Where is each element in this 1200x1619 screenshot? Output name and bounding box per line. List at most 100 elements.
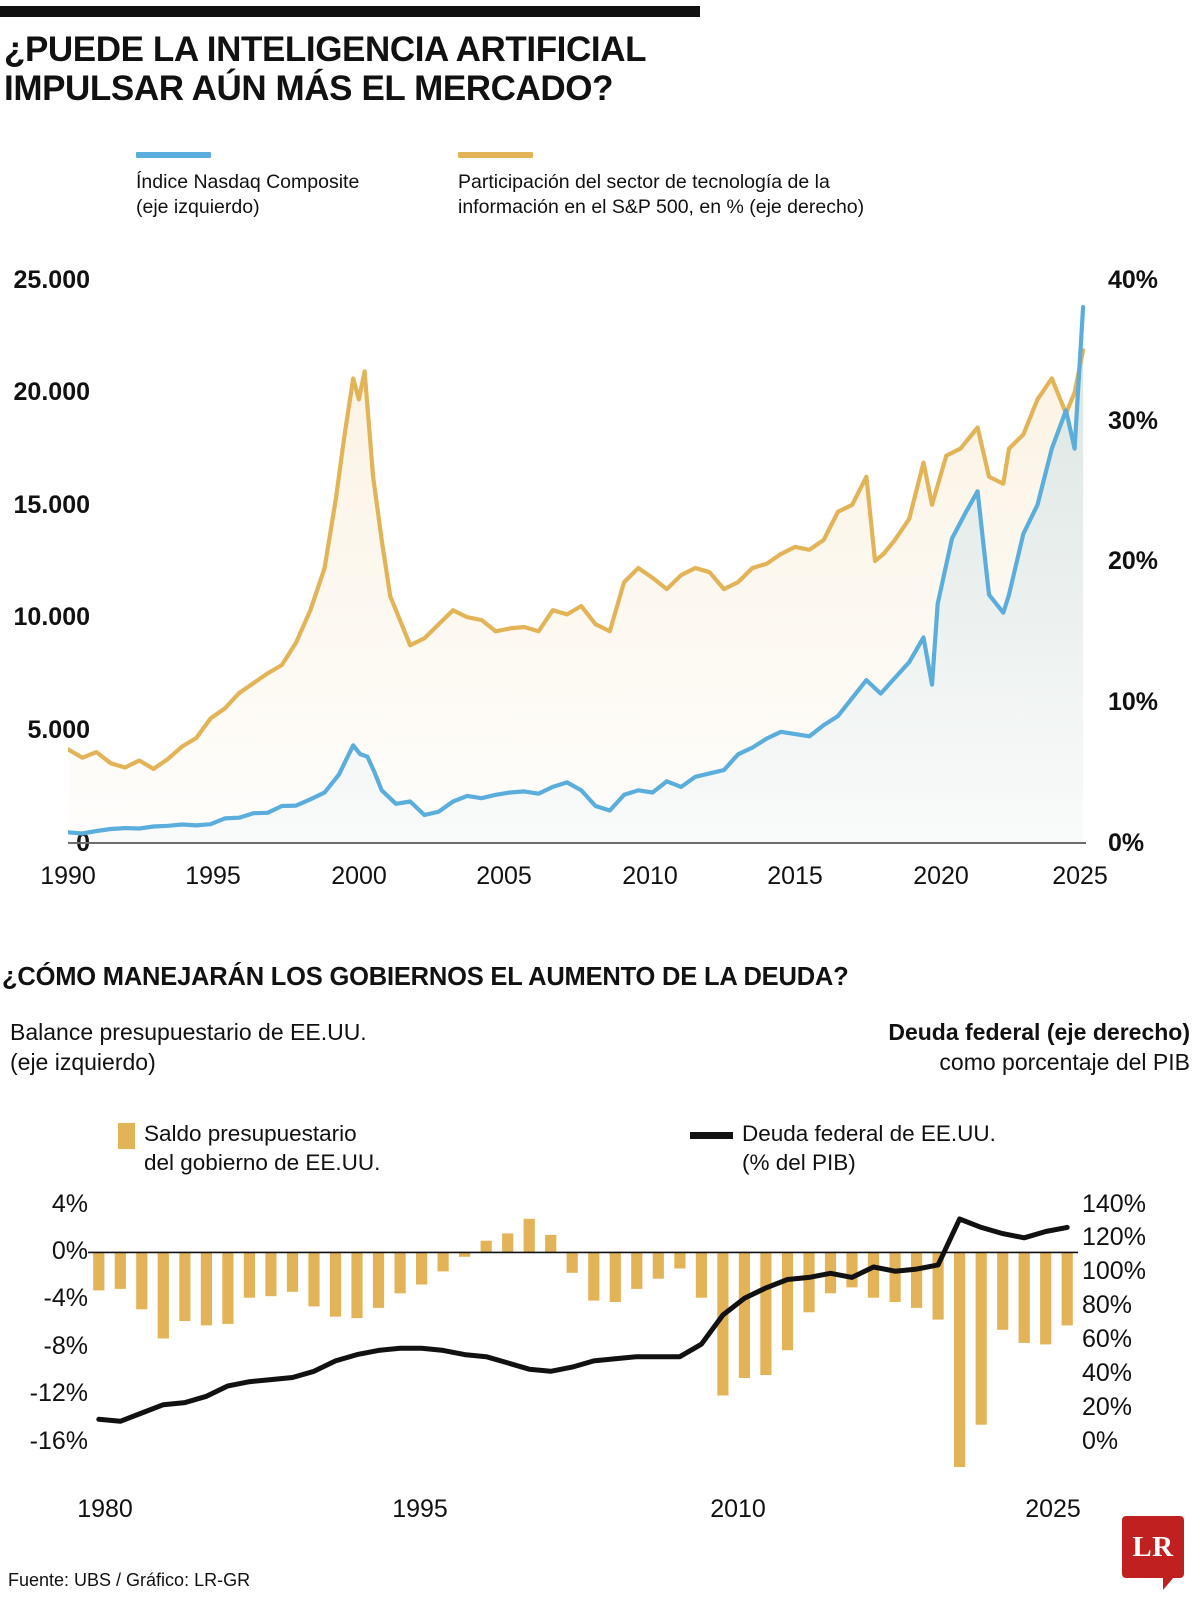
chart2-bar xyxy=(738,1252,750,1378)
chart2-bar xyxy=(889,1252,901,1302)
chart2-ytick-right-120: 120% xyxy=(1082,1223,1146,1251)
lr-logo-tail xyxy=(1163,1577,1174,1590)
chart2-bar xyxy=(975,1252,987,1425)
legend-label-deuda-line1: Deuda federal de EE.UU. xyxy=(742,1121,996,1146)
legend-label-nasdaq-line2: (eje izquierdo) xyxy=(136,195,260,218)
lr-logo-body xyxy=(1122,1516,1184,1578)
legend-item-deuda: Deuda federal de EE.UU. (% del PIB) xyxy=(690,1120,996,1178)
chart2-left-axis-title: Balance presupuestario de EE.UU. (eje iz… xyxy=(10,1018,367,1078)
chart1-xtick-2005: 2005 xyxy=(476,862,532,890)
chart-budget-vs-debt: 4% 0% -4% -8% -12% -16% 140% 120% 100% 8… xyxy=(0,1186,1200,1506)
legend-swatch-deuda-icon xyxy=(690,1132,733,1139)
legend-swatch-saldo-icon xyxy=(118,1123,135,1149)
chart2-right-axis-title-line1: Deuda federal (eje derecho) xyxy=(888,1019,1190,1045)
chart2-ytick-left-n12: -12% xyxy=(29,1379,88,1407)
legend-label-nasdaq: Índice Nasdaq Composite (eje izquierdo) xyxy=(136,170,446,220)
legend-label-saldo-line1: Saldo presupuestario xyxy=(144,1121,357,1146)
chart2-bar xyxy=(459,1252,471,1257)
chart2-plot-area xyxy=(88,1194,1078,1486)
chart2-right-axis-title-line2: como porcentaje del PIB xyxy=(939,1048,1190,1075)
chart1-ytick-right-30: 30% xyxy=(1108,407,1159,435)
chart1-ytick-left-10000: 10.000 xyxy=(13,603,90,631)
chart2-bar xyxy=(372,1252,385,1308)
chart1-x-axis-labels: 1990 1995 2000 2005 2010 2015 2020 2025 xyxy=(0,862,1200,902)
top-rule-divider xyxy=(0,6,700,17)
chart2-ytick-right-60: 60% xyxy=(1082,1325,1133,1353)
chart1-ytick-left-5000: 5.000 xyxy=(27,716,90,744)
legend-label-deuda: Deuda federal de EE.UU. (% del PIB) xyxy=(742,1120,996,1178)
chart2-bar xyxy=(1040,1252,1052,1345)
chart2-bar xyxy=(674,1252,686,1269)
chart2-ytick-right-20: 20% xyxy=(1082,1393,1133,1421)
source-credit: Fuente: UBS / Gráfico: LR-GR xyxy=(8,1570,251,1590)
chart2-ytick-left-n8: -8% xyxy=(43,1332,88,1360)
chart1-ytick-right-0: 0% xyxy=(1108,829,1145,857)
chart2-xtick-1980: 1980 xyxy=(77,1495,133,1523)
chart2-ytick-left-0: 0% xyxy=(51,1237,88,1265)
chart2-bar xyxy=(566,1252,578,1273)
chart2-bar xyxy=(114,1252,126,1289)
chart2-bar xyxy=(394,1252,406,1294)
legend-item-saldo: Saldo presupuestario del gobierno de EE.… xyxy=(118,1120,380,1178)
legend-swatch-nasdaq-icon xyxy=(136,152,211,158)
chart1-xtick-2000: 2000 xyxy=(331,862,387,890)
legend-label-deuda-line2: (% del PIB) xyxy=(742,1149,856,1175)
chart2-bar xyxy=(609,1252,621,1302)
chart2-bar xyxy=(911,1252,923,1308)
lr-logo-text: LR xyxy=(1132,1530,1174,1563)
chart2-bar xyxy=(954,1252,966,1467)
chart2-bar xyxy=(286,1252,299,1292)
chart2-bar xyxy=(222,1252,234,1324)
chart1-plot-area xyxy=(68,280,1086,842)
chart2-bar xyxy=(781,1252,794,1351)
chart2-ytick-left-n16: -16% xyxy=(29,1427,88,1455)
chart2-bar xyxy=(243,1252,255,1298)
chart2-bar xyxy=(1018,1252,1030,1343)
chart2-left-axis-title-line2: (eje izquierdo) xyxy=(10,1048,156,1075)
chart1-ytick-left-15000: 15.000 xyxy=(13,491,90,519)
chart1-ytick-right-20: 20% xyxy=(1108,547,1159,575)
chart2-bar xyxy=(695,1252,707,1298)
chart1-xtick-2015: 2015 xyxy=(767,862,823,890)
chart2-x-axis-labels: 1980 1995 2010 2025 xyxy=(0,1495,1200,1535)
chart2-ytick-right-0: 0% xyxy=(1082,1427,1119,1455)
chart2-xtick-2010: 2010 xyxy=(710,1495,766,1523)
chart2-ytick-left-4: 4% xyxy=(51,1190,88,1218)
chart2-legend: Saldo presupuestario del gobierno de EE.… xyxy=(0,1120,1200,1190)
chart2-bar xyxy=(502,1233,514,1253)
chart2-ytick-right-80: 80% xyxy=(1082,1291,1133,1319)
chart2-bar xyxy=(588,1252,600,1301)
chart2-bar xyxy=(760,1252,772,1375)
chart2-debt-line xyxy=(96,1216,1070,1424)
chart2-bar xyxy=(523,1218,535,1253)
legend-item-nasdaq: Índice Nasdaq Composite (eje izquierdo) xyxy=(136,152,446,220)
chart2-bar xyxy=(1061,1252,1073,1326)
chart1-xtick-2025: 2025 xyxy=(1052,862,1108,890)
chart2-svg xyxy=(88,1216,1078,1467)
section-title-debt: ¿CÓMO MANEJARÁN LOS GOBIERNOS EL AUMENTO… xyxy=(2,963,849,991)
legend-label-tech-share-line2: información en el S&P 500, en % (eje der… xyxy=(458,195,865,218)
chart2-bar xyxy=(416,1252,428,1285)
chart2-ytick-left-n4: -4% xyxy=(43,1284,88,1312)
chart2-bar xyxy=(803,1252,815,1313)
chart2-bar xyxy=(480,1240,492,1253)
chart2-bar xyxy=(351,1252,363,1319)
chart2-xtick-1995: 1995 xyxy=(392,1495,448,1523)
chart2-ytick-right-140: 140% xyxy=(1082,1190,1146,1218)
legend-label-saldo-line2: del gobierno de EE.UU. xyxy=(144,1149,381,1175)
chart1-xtick-2010: 2010 xyxy=(622,862,678,890)
chart2-bar xyxy=(867,1252,880,1298)
chart2-bar xyxy=(157,1252,169,1339)
chart-nasdaq-vs-techshare: 25.000 20.000 15.000 10.000 5.000 0 40% … xyxy=(0,258,1200,918)
chart2-bar xyxy=(846,1252,858,1288)
chart2-bar xyxy=(997,1252,1009,1330)
chart1-ytick-left-25000: 25.000 xyxy=(13,266,90,294)
chart2-bar xyxy=(652,1252,664,1279)
chart1-xtick-2020: 2020 xyxy=(913,862,969,890)
legend-swatch-tech-share-icon xyxy=(458,152,533,158)
chart1-ytick-right-40: 40% xyxy=(1108,266,1159,294)
chart2-bar xyxy=(179,1252,191,1321)
chart2-bars xyxy=(93,1218,1073,1467)
chart2-bar xyxy=(265,1252,277,1297)
